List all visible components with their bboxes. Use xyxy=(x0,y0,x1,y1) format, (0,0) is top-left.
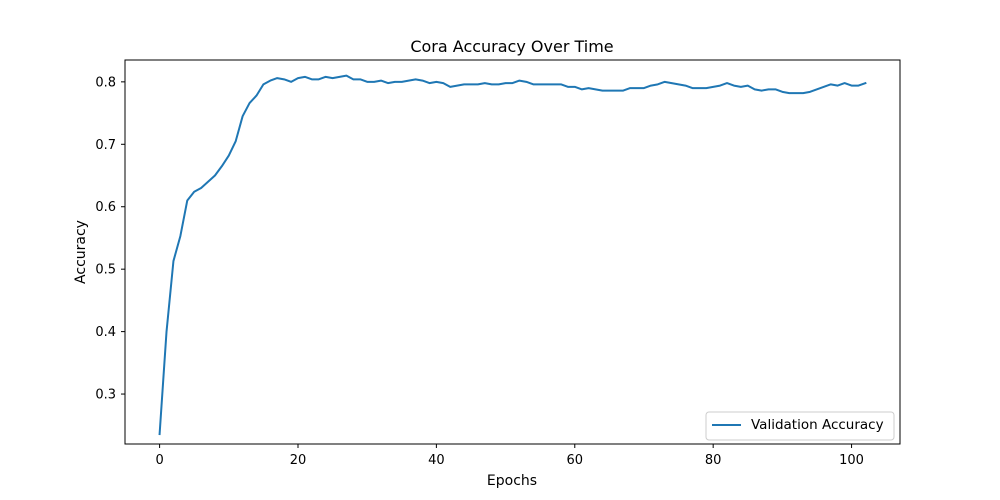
legend: Validation Accuracy xyxy=(705,411,895,441)
y-tick-label: 0.4 xyxy=(95,325,116,340)
series-layer xyxy=(158,74,867,436)
legend-box xyxy=(705,411,895,441)
plot-area xyxy=(124,59,901,445)
y-tick-label: 0.6 xyxy=(95,200,116,215)
x-tick-label: 40 xyxy=(428,453,445,468)
x-axis-label: Epochs xyxy=(487,473,537,489)
x-tick-label: 80 xyxy=(705,453,722,468)
x-tick-label: 60 xyxy=(567,453,584,468)
x-tick-label: 20 xyxy=(290,453,307,468)
y-axis-label: Accuracy xyxy=(73,220,89,284)
y-tick-label: 0.5 xyxy=(95,263,116,278)
x-tick-label: 0 xyxy=(155,453,163,468)
x-tick-label: 100 xyxy=(839,453,864,468)
legend-label-validation-accuracy: Validation Accuracy xyxy=(751,417,884,433)
y-tick-label: 0.3 xyxy=(95,388,116,403)
y-axis-ticks: 0.3 0.4 0.5 0.6 0.7 0.8 xyxy=(95,75,125,403)
y-tick-label: 0.8 xyxy=(95,75,116,90)
series-line-validation-accuracy xyxy=(158,74,867,436)
chart-title: Cora Accuracy Over Time xyxy=(410,37,613,56)
plot-frame xyxy=(124,59,901,445)
y-tick-label: 0.7 xyxy=(95,138,116,153)
x-axis-ticks: 0 20 40 60 80 100 xyxy=(155,444,864,468)
